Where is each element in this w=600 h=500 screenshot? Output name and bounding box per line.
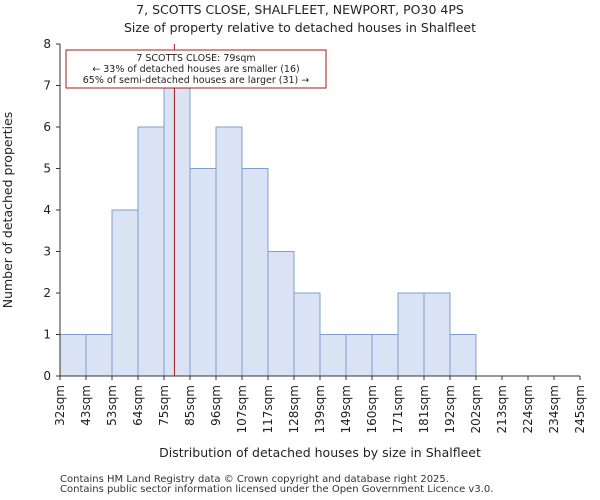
bar-107sqm bbox=[241, 168, 269, 377]
x-tick-label-53sqm: 53sqm bbox=[105, 385, 119, 426]
y-tick-label-5: 5 bbox=[43, 162, 51, 176]
x-tick-label-107sqm: 107sqm bbox=[235, 385, 249, 433]
bar-96sqm bbox=[215, 126, 243, 377]
x-tick-label-43sqm: 43sqm bbox=[79, 385, 93, 426]
annotation-box bbox=[65, 49, 327, 89]
bar-160sqm bbox=[371, 334, 399, 377]
footer-line-1: Contains HM Land Registry data © Crown c… bbox=[60, 474, 449, 485]
chart-subtitle: Size of property relative to detached ho… bbox=[123, 20, 477, 35]
bar-171sqm bbox=[397, 292, 425, 377]
bar-43sqm bbox=[85, 334, 113, 377]
y-axis: 0 1 2 3 4 5 6 7 8 bbox=[43, 37, 60, 383]
x-tick-label-96sqm: 96sqm bbox=[209, 385, 223, 426]
footer-line-2: Contains public sector information licen… bbox=[60, 484, 494, 495]
x-tick-label-32sqm: 32sqm bbox=[53, 385, 67, 426]
y-tick-label-6: 6 bbox=[43, 120, 51, 134]
bar-192sqm bbox=[449, 334, 477, 377]
x-tick-label-85sqm: 85sqm bbox=[183, 385, 197, 426]
x-tick-label-192sqm: 192sqm bbox=[443, 385, 457, 433]
x-tick-label-117sqm: 117sqm bbox=[261, 385, 275, 433]
x-axis: 32sqm 43sqm 53sqm 64sqm 75sqm 85sqm 96sqm 107sq… bbox=[53, 376, 587, 433]
bar-75sqm bbox=[163, 85, 191, 377]
x-tick-label-149sqm: 149sqm bbox=[339, 385, 353, 433]
x-tick-label-181sqm: 181sqm bbox=[417, 385, 431, 433]
x-tick-label-213sqm: 213sqm bbox=[495, 385, 509, 433]
y-tick-label-7: 7 bbox=[43, 79, 51, 93]
bars-group bbox=[59, 85, 477, 377]
y-tick-label-8: 8 bbox=[43, 37, 51, 51]
x-tick-label-128sqm: 128sqm bbox=[287, 385, 301, 433]
x-tick-label-224sqm: 224sqm bbox=[521, 385, 535, 433]
bar-181sqm bbox=[423, 292, 451, 377]
bar-53sqm bbox=[111, 209, 139, 377]
x-tick-label-160sqm: 160sqm bbox=[365, 385, 379, 433]
bar-128sqm bbox=[293, 292, 321, 377]
bar-117sqm bbox=[267, 251, 295, 377]
annotation-line-2: ← 33% of detached houses are smaller (16… bbox=[92, 64, 299, 75]
bar-64sqm bbox=[137, 126, 165, 377]
bar-32sqm bbox=[59, 334, 87, 377]
x-tick-label-139sqm: 139sqm bbox=[313, 385, 327, 433]
bar-149sqm bbox=[345, 334, 373, 377]
y-axis-label: Number of detached properties bbox=[0, 112, 15, 309]
y-tick-label-1: 1 bbox=[43, 328, 51, 342]
bar-139sqm bbox=[319, 334, 347, 377]
x-axis-label: Distribution of detached houses by size … bbox=[159, 445, 481, 460]
y-tick-label-0: 0 bbox=[43, 369, 51, 383]
x-tick-label-202sqm: 202sqm bbox=[469, 385, 483, 433]
y-tick-label-2: 2 bbox=[43, 286, 51, 300]
x-tick-label-245sqm: 245sqm bbox=[573, 385, 587, 433]
annotation-line-1: 7 SCOTTS CLOSE: 79sqm bbox=[136, 53, 255, 64]
y-tick-label-4: 4 bbox=[43, 203, 51, 217]
annotation-line-3: 65% of semi-detached houses are larger (… bbox=[83, 75, 310, 86]
x-tick-label-234sqm: 234sqm bbox=[547, 385, 561, 433]
x-tick-label-64sqm: 64sqm bbox=[131, 385, 145, 426]
x-tick-label-171sqm: 171sqm bbox=[391, 385, 405, 433]
chart-title: 7, SCOTTS CLOSE, SHALFLEET, NEWPORT, PO3… bbox=[136, 2, 464, 17]
x-tick-label-75sqm: 75sqm bbox=[157, 385, 171, 426]
bar-85sqm bbox=[189, 168, 217, 377]
y-tick-label-3: 3 bbox=[43, 245, 51, 259]
